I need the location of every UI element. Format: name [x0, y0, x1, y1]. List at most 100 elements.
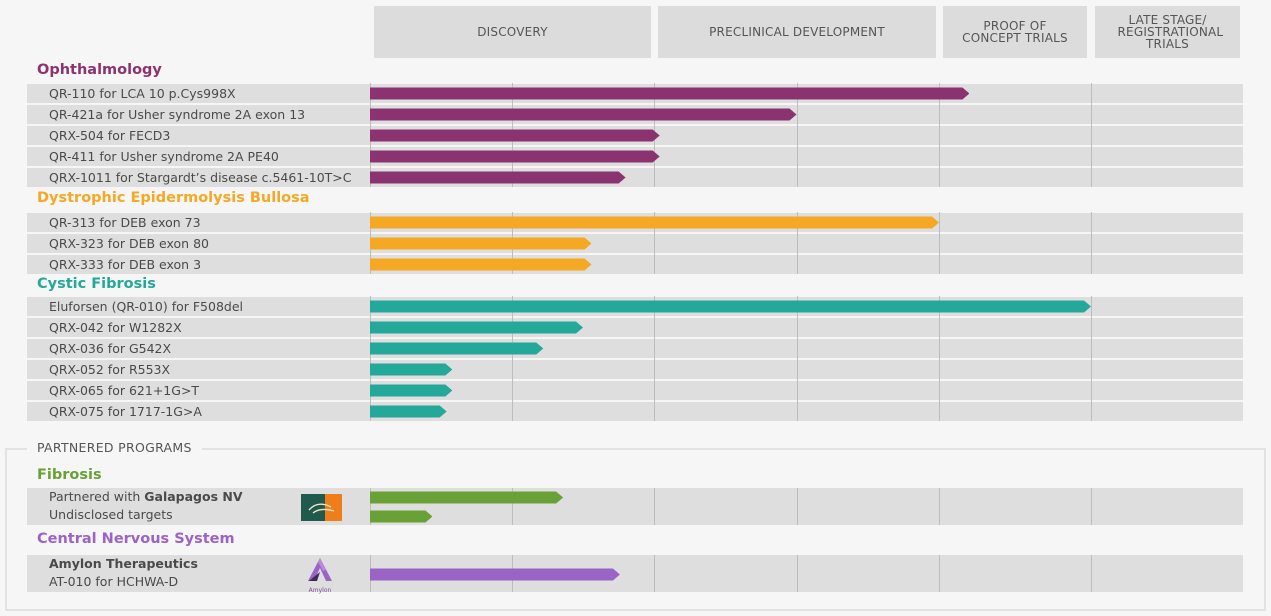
phase-gridline: [1091, 212, 1092, 274]
program-label: QRX-333 for DEB exon 3: [49, 256, 202, 272]
partner-progress-bar: [370, 510, 433, 522]
phase-gridline: [654, 488, 655, 525]
partner-progress-bar: [370, 491, 564, 503]
progress-bar: [370, 150, 660, 162]
partner-row: [27, 488, 1243, 525]
partner-line-2: Undisclosed targets: [49, 507, 173, 522]
progress-bar-shape: [370, 342, 544, 354]
program-label: Eluforsen (QR-010) for F508del: [49, 298, 244, 314]
phase-gridline: [1091, 83, 1092, 187]
phase-gridline: [939, 83, 940, 187]
partner-progress-bar-shape: [370, 491, 564, 503]
table-row: [27, 317, 1243, 337]
phase-gridline: [512, 296, 513, 421]
amylon-logo-text: Amylon: [308, 587, 332, 594]
program-label: QR-110 for LCA 10 p.Cys998X: [49, 85, 236, 101]
progress-bar-shape: [370, 321, 583, 333]
table-row: [27, 359, 1243, 379]
partner-category-title-1: Central Nervous System: [37, 531, 235, 547]
progress-bar: [370, 129, 660, 141]
progress-bar-shape: [370, 237, 592, 249]
program-label: QRX-052 for R553X: [49, 361, 171, 377]
partnered-programs-frame: [5, 448, 1266, 611]
progress-bar: [370, 321, 583, 333]
phase-gridline: [1091, 488, 1092, 525]
progress-bar-shape: [370, 384, 453, 396]
program-label: QR-411 for Usher syndrome 2A PE40: [49, 148, 279, 164]
program-label: QR-313 for DEB exon 73: [49, 214, 201, 230]
amylon-logo: Amylon: [305, 557, 335, 594]
program-label: QRX-1011 for Stargardt’s disease c.5461-…: [49, 169, 352, 185]
progress-bar: [370, 237, 592, 249]
phase-gridline: [939, 555, 940, 592]
category-title-1: Dystrophic Epidermolysis Bullosa: [37, 190, 310, 206]
partner-progress-bar-shape: [370, 510, 433, 522]
partner-line-1-prefix: Partnered with: [49, 489, 145, 504]
program-label: QRX-075 for 1717-1G>A: [49, 403, 202, 419]
category-title-2: Cystic Fibrosis: [37, 276, 156, 292]
progress-bar-shape: [370, 87, 970, 99]
progress-bar: [370, 384, 453, 396]
progress-bar-shape: [370, 300, 1091, 312]
program-label: QRX-042 for W1282X: [49, 319, 182, 335]
partnered-programs-title: PARTNERED PROGRAMS: [27, 440, 202, 456]
progress-bar-shape: [370, 258, 592, 270]
progress-bar: [370, 171, 626, 183]
phase-gridline: [370, 296, 371, 421]
partner-line-1: Amylon Therapeutics: [49, 555, 198, 573]
program-label: QR-421a for Usher syndrome 2A exon 13: [49, 106, 306, 122]
phase-gridline: [797, 488, 798, 525]
table-row: [27, 254, 1243, 274]
progress-bar-shape: [370, 216, 939, 228]
phase-gridline: [512, 488, 513, 525]
phase-header-preclinical: PRECLINICAL DEVELOPMENT: [658, 6, 936, 58]
phase-gridline: [1091, 296, 1092, 421]
program-label: QRX-036 for G542X: [49, 340, 172, 356]
phase-gridline: [939, 296, 940, 421]
partner-name: Galapagos NV: [144, 489, 243, 504]
partner-progress-bar-shape: [370, 568, 620, 580]
table-row: [27, 401, 1243, 421]
phase-header-proof-of-concept: PROOF OF CONCEPT TRIALS: [943, 6, 1087, 58]
phase-gridline: [939, 488, 940, 525]
progress-bar-shape: [370, 405, 447, 417]
partner-line-2: AT-010 for HCHWA-D: [49, 574, 179, 589]
phase-gridline: [1091, 555, 1092, 592]
partner-progress-bar: [370, 568, 620, 580]
program-label: QRX-504 for FECD3: [49, 127, 171, 143]
phase-gridline: [654, 296, 655, 421]
phase-gridline: [370, 488, 371, 525]
phase-gridline: [797, 555, 798, 592]
partner-line-1: Partnered with Galapagos NV: [49, 488, 243, 506]
phase-gridline: [654, 555, 655, 592]
table-row: [27, 338, 1243, 358]
program-label: QRX-065 for 621+1G>T: [49, 382, 200, 398]
program-label: QRX-323 for DEB exon 80: [49, 235, 209, 251]
progress-bar: [370, 342, 544, 354]
table-row: [27, 233, 1243, 253]
partner-name: Amylon Therapeutics: [49, 556, 198, 571]
partner-category-title-0: Fibrosis: [37, 467, 102, 483]
phase-header-late-stage: LATE STAGE/ REGISTRATIONAL TRIALS: [1095, 6, 1240, 58]
phase-gridline: [797, 296, 798, 421]
progress-bar: [370, 405, 447, 417]
phase-gridline: [654, 212, 655, 274]
progress-bar: [370, 108, 797, 120]
table-row: [27, 380, 1243, 400]
partner-row: [27, 555, 1243, 592]
progress-bar: [370, 216, 939, 228]
progress-bar-shape: [370, 363, 453, 375]
progress-bar-shape: [370, 171, 626, 183]
progress-bar: [370, 87, 970, 99]
galapagos-logo: [301, 494, 342, 521]
progress-bar: [370, 363, 453, 375]
phase-gridline: [797, 212, 798, 274]
phase-header-discovery: DISCOVERY: [374, 6, 651, 58]
progress-bar-shape: [370, 129, 660, 141]
progress-bar-shape: [370, 108, 797, 120]
phase-gridline: [797, 83, 798, 187]
progress-bar-shape: [370, 150, 660, 162]
progress-bar: [370, 258, 592, 270]
progress-bar: [370, 300, 1091, 312]
category-title-0: Ophthalmology: [37, 62, 162, 78]
